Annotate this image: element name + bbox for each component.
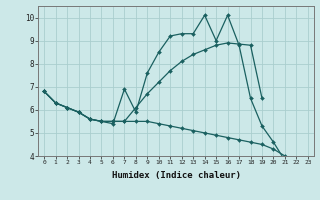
X-axis label: Humidex (Indice chaleur): Humidex (Indice chaleur) [111, 171, 241, 180]
